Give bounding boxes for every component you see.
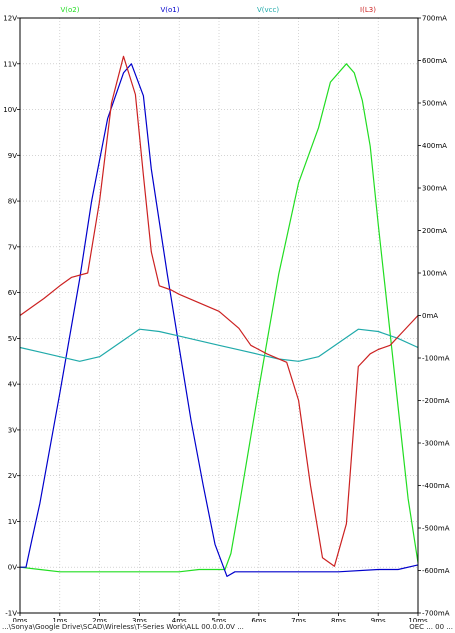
- left-tick-label: 0V: [8, 564, 17, 572]
- left-tick-label: 10V: [3, 106, 17, 114]
- right-tick-label: -400mA: [422, 482, 450, 490]
- left-axis: -1V 0V 1V 2V 3V 4V 5V 6V 7V 8V 9V 10V 11V 12V: [3, 15, 20, 618]
- right-tick-label: 0mA: [422, 312, 438, 320]
- left-tick-label: 11V: [3, 60, 17, 68]
- right-tick-label: -200mA: [422, 397, 450, 405]
- x-tick-label: 3ms: [132, 617, 147, 622]
- right-tick-label: 300mA: [422, 185, 447, 193]
- right-tick-label: -700mA: [422, 610, 450, 618]
- right-tick-label: 100mA: [422, 270, 447, 278]
- right-tick-label: -100mA: [422, 355, 450, 363]
- left-tick-label: 6V: [8, 289, 17, 297]
- x-tick-label: 6ms: [251, 617, 266, 622]
- legend-entry-0: V(o2): [61, 6, 80, 14]
- legend-entry-3: I(L3): [360, 6, 376, 14]
- x-tick-label: 1ms: [52, 617, 67, 622]
- left-tick-label: -1V: [5, 610, 17, 618]
- right-axis: -700mA -600mA -500mA -400mA -300mA -200mA -100…: [418, 15, 450, 618]
- x-axis: 0ms 1ms 2ms 3ms 4ms 5ms 6ms 7ms 8ms 9ms 10ms: [13, 613, 428, 622]
- right-tick-label: 200mA: [422, 227, 447, 235]
- left-tick-label: 5V: [8, 335, 17, 343]
- series-line-1: [20, 63, 419, 578]
- legend-entry-1: V(o1): [161, 6, 180, 14]
- right-tick-label: -600mA: [422, 567, 450, 575]
- series-layer: [19, 55, 419, 578]
- x-tick-label: 0ms: [13, 617, 28, 622]
- left-tick-label: 12V: [3, 15, 17, 23]
- right-tick-label: -500mA: [422, 525, 450, 533]
- right-tick-label: 500mA: [422, 100, 447, 108]
- x-tick-label: 7ms: [291, 617, 306, 622]
- footer-path-text: ...\Sonya\Google Drive\SCAD\Wireless\T-S…: [2, 623, 244, 631]
- right-tick-label: -300mA: [422, 440, 450, 448]
- left-tick-label: 9V: [8, 152, 17, 160]
- right-tick-label: 400mA: [422, 142, 447, 150]
- left-tick-label: 4V: [8, 381, 17, 389]
- x-tick-label: 4ms: [172, 617, 187, 622]
- x-tick-label: 9ms: [371, 617, 386, 622]
- legend: V(o2) V(o1) V(vcc) I(L3): [61, 6, 377, 14]
- left-tick-label: 2V: [8, 472, 17, 480]
- status-footer: ...\Sonya\Google Drive\SCAD\Wireless\T-S…: [0, 622, 455, 633]
- series-line-3: [19, 55, 419, 567]
- left-tick-label: 8V: [8, 198, 17, 206]
- series-line-2: [19, 328, 419, 362]
- x-tick-label: 5ms: [212, 617, 227, 622]
- series-line-0: [19, 63, 419, 573]
- right-tick-label: 700mA: [422, 15, 447, 23]
- footer-right-text: OEC ... 00 ...: [409, 623, 453, 631]
- left-tick-label: 1V: [8, 518, 17, 526]
- legend-entry-2: V(vcc): [257, 6, 279, 14]
- right-tick-label: 600mA: [422, 57, 447, 65]
- x-tick-label: 8ms: [331, 617, 346, 622]
- x-tick-label: 2ms: [92, 617, 107, 622]
- left-tick-label: 3V: [8, 426, 17, 434]
- left-tick-label: 7V: [8, 243, 17, 251]
- x-tick-label: 10ms: [408, 617, 428, 622]
